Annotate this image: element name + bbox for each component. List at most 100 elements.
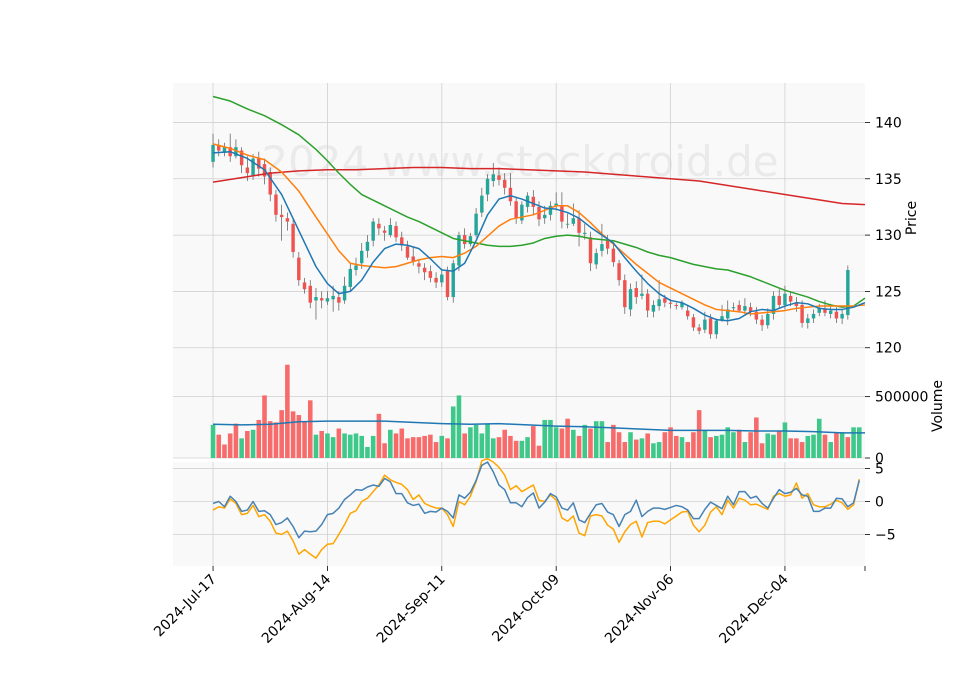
- oscillator-panel-bg: [173, 462, 865, 566]
- candle-body: [611, 248, 616, 263]
- candle-body: [594, 253, 598, 265]
- candle-body: [325, 298, 330, 302]
- volume-bar: [759, 443, 765, 458]
- candle-body: [691, 317, 696, 328]
- candle-body: [377, 223, 381, 229]
- price-axis-label: Price: [904, 201, 920, 235]
- volume-bar: [399, 428, 405, 458]
- candle-body: [577, 218, 581, 233]
- candle-body: [817, 308, 821, 313]
- candle-body: [657, 299, 661, 307]
- candle-body: [279, 214, 284, 218]
- volume-bar: [456, 395, 462, 458]
- candle-body: [703, 319, 707, 330]
- volume-bar: [548, 419, 553, 458]
- candle-body: [508, 187, 513, 202]
- volume-bar: [708, 437, 713, 458]
- volume-bar: [725, 427, 731, 458]
- volume-bar: [736, 429, 742, 458]
- candle-body: [268, 172, 272, 195]
- candle-body: [731, 307, 736, 309]
- oscillator-fast-line: [212, 461, 861, 539]
- volume-bar: [651, 443, 656, 458]
- volume-bar: [462, 433, 467, 458]
- volume-bar: [542, 419, 548, 458]
- candle-body: [543, 214, 547, 219]
- candle-body: [388, 224, 393, 236]
- volume-bars: [210, 364, 862, 458]
- volume-bar: [702, 431, 708, 458]
- volume-bar: [839, 432, 845, 458]
- volume-bar: [450, 406, 456, 458]
- candle-body: [800, 304, 804, 323]
- candle-body: [737, 304, 741, 311]
- volume-bar: [336, 428, 342, 458]
- volume-bar: [468, 427, 473, 458]
- volume-bar: [856, 427, 862, 458]
- volume-bar: [410, 437, 416, 458]
- candlesticks: [211, 133, 850, 339]
- candle-body: [771, 295, 776, 314]
- volume-bar: [376, 413, 382, 458]
- volume-bar: [588, 428, 593, 458]
- volume-bar: [576, 435, 582, 458]
- oscillator-slow-line: [212, 457, 861, 559]
- candle-body: [548, 205, 553, 215]
- candle-body: [400, 237, 404, 246]
- candle-body: [840, 313, 844, 319]
- volume-bar: [805, 435, 811, 458]
- candle-body: [417, 263, 421, 267]
- volume-bar: [673, 435, 679, 458]
- candle-body: [811, 313, 816, 319]
- indicator-lines: [212, 95, 866, 559]
- volume-bar: [216, 434, 222, 458]
- candle-body: [663, 298, 667, 303]
- volume-bar: [622, 442, 628, 458]
- candle-body: [468, 236, 473, 245]
- volume-bar: [525, 437, 530, 458]
- volume-bar: [571, 429, 576, 458]
- volume-bar: [782, 422, 788, 458]
- candle-body: [617, 263, 621, 281]
- volume-bar: [239, 438, 244, 458]
- volume-bar: [285, 364, 290, 458]
- candle-body: [251, 158, 255, 176]
- candle-body: [760, 319, 764, 326]
- candle-body: [428, 271, 433, 278]
- candle-body: [806, 318, 810, 323]
- volume-bar: [279, 410, 284, 458]
- candle-body: [319, 298, 324, 301]
- volume-bar: [393, 433, 399, 458]
- candle-body: [285, 218, 290, 222]
- volume-bar: [845, 437, 851, 458]
- candle-body: [783, 293, 787, 305]
- candle-body: [217, 144, 221, 151]
- candle-body: [457, 235, 461, 266]
- volume-bar: [834, 432, 839, 458]
- candle-body: [531, 196, 536, 207]
- volume-bar: [490, 438, 496, 458]
- volume-bar: [822, 434, 828, 458]
- volume-bar: [330, 437, 336, 458]
- volume-bar: [273, 422, 279, 458]
- candle-body: [680, 302, 684, 308]
- candle-body: [474, 213, 478, 236]
- candle-body: [674, 304, 678, 307]
- candle-body: [365, 241, 370, 251]
- y-tick-label: 120: [875, 341, 902, 357]
- volume-bar: [679, 437, 685, 458]
- candle-body: [743, 306, 747, 311]
- volume-bar: [599, 421, 605, 458]
- volume-bar: [742, 442, 748, 458]
- candle-body: [211, 144, 215, 162]
- candle-body: [382, 230, 387, 233]
- volume-bar: [656, 442, 662, 458]
- candle-body: [331, 295, 335, 300]
- candle-body: [645, 293, 650, 311]
- volume-bar: [222, 444, 227, 458]
- volume-bar: [256, 419, 262, 458]
- volume-bar: [696, 410, 702, 458]
- x-tick-label: 2024-Dec-04: [716, 571, 791, 646]
- volume-bar: [851, 427, 856, 458]
- volume-bar: [811, 434, 816, 458]
